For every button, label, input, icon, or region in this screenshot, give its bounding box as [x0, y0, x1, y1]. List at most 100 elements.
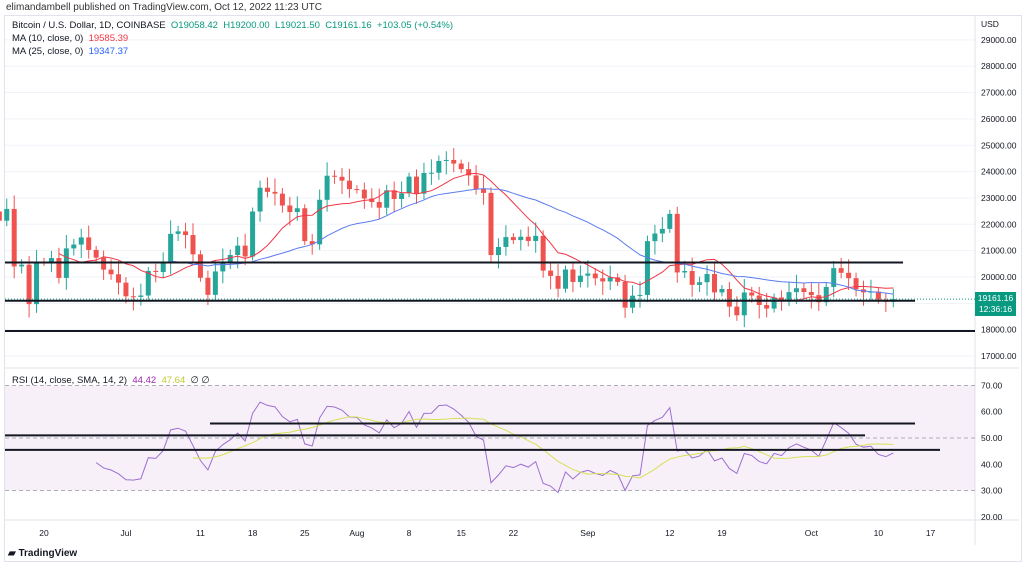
candle-body [585, 273, 591, 276]
ma10-line [58, 172, 894, 301]
candle-body [220, 262, 226, 272]
candle-body [197, 254, 203, 278]
price-tick: 22000.00 [981, 219, 1017, 229]
date-tick: Sep [580, 528, 595, 538]
candle-body [555, 275, 561, 289]
candle-body [853, 278, 859, 290]
rsi-sma-value: 47.64 [161, 375, 186, 386]
candle-body [101, 257, 107, 270]
candle-body [153, 270, 159, 272]
rsi-tick: 30.00 [981, 486, 1003, 496]
date-tick: 11 [196, 528, 205, 538]
candle-body [488, 192, 494, 255]
candle-body [875, 291, 881, 300]
candle-body [272, 191, 278, 194]
candle-body [160, 262, 166, 272]
date-tick: 17 [926, 528, 936, 538]
candle-body [749, 292, 755, 296]
candle-body [764, 305, 770, 309]
candle-body [644, 241, 650, 295]
candle-body [428, 172, 434, 174]
candle-body [503, 237, 509, 247]
ma10-legend[interactable]: MA (10, close, 0) 19585.39 [12, 33, 128, 44]
candle-body [637, 294, 643, 296]
date-tick: 8 [407, 528, 412, 538]
open-value: O19058.42 [170, 20, 218, 31]
candle-body [108, 269, 114, 275]
price-tick: 21000.00 [981, 246, 1017, 256]
price-tick: 23000.00 [981, 193, 1017, 203]
candle-body [48, 258, 54, 262]
candle-body [466, 169, 472, 176]
ma10-label: MA (10, close, 0) [12, 33, 84, 44]
candle-body [786, 292, 792, 301]
candle-body [78, 237, 84, 245]
candle-body [287, 205, 293, 213]
logo-icon: ▰ [8, 548, 19, 559]
candle-body [361, 189, 367, 199]
price-tick: 25000.00 [981, 140, 1017, 150]
date-tick: 10 [874, 528, 884, 538]
ma25-legend[interactable]: MA (25, close, 0) 19347.37 [12, 46, 128, 57]
tradingview-logo[interactable]: ▰ TradingView [8, 548, 77, 559]
published-caption: elimandambell published on TradingView.c… [6, 2, 322, 13]
price-tick: 17000.00 [981, 351, 1017, 361]
close-value: C19161.16 [325, 20, 372, 31]
candle-body [801, 288, 807, 292]
candle-body [265, 187, 270, 192]
ma25-value: 19347.37 [88, 46, 129, 57]
candle-body [451, 159, 457, 164]
candle-body [548, 270, 554, 276]
candle-body [823, 286, 829, 303]
candle-body [659, 228, 665, 234]
rsi-legend[interactable]: RSI (14, close, SMA, 14, 2) 44.42 47.64 … [12, 375, 210, 386]
candle-body [279, 193, 285, 206]
last-price: 19161.16 [977, 293, 1014, 303]
bar-countdown: 12:36:16 [978, 304, 1013, 314]
candle-body [615, 277, 621, 282]
candle-body [235, 245, 241, 255]
candle-body [175, 231, 181, 234]
candle-body [324, 175, 330, 200]
ma25-line [170, 188, 894, 295]
date-tick: 12 [665, 528, 675, 538]
candle-body [473, 175, 479, 189]
candle-body [779, 297, 785, 301]
candle-body [525, 236, 531, 241]
price-tick: 20000.00 [981, 272, 1017, 282]
candle-body [831, 268, 837, 287]
candle-body [19, 264, 25, 267]
candle-body [443, 159, 449, 161]
candle-body [0, 211, 2, 221]
price-tick: 28000.00 [981, 61, 1017, 71]
candle-body [376, 202, 382, 208]
candle-body [339, 176, 345, 181]
candle-body [719, 288, 725, 293]
candle-body [399, 193, 405, 199]
date-tick: 19 [717, 528, 727, 538]
ma10-value: 19585.39 [88, 33, 129, 44]
candle-body [734, 306, 740, 316]
candle-body [317, 199, 323, 245]
candle-body [123, 282, 129, 297]
candle-body [391, 190, 397, 199]
candle-body [540, 235, 546, 271]
candle-body [510, 237, 516, 241]
candle-body [846, 272, 852, 279]
candle-body [116, 274, 121, 283]
chart-frame [4, 15, 1022, 562]
candle-body [71, 244, 77, 249]
candle-body [592, 273, 598, 279]
candle-body [793, 288, 799, 293]
candle-body [518, 236, 524, 241]
date-tick: Oct [805, 528, 819, 538]
candle-body [421, 172, 427, 194]
rsi-extra: ∅ ∅ [190, 375, 210, 386]
candle-body [4, 208, 10, 221]
candle-body [577, 275, 583, 282]
candle-body [145, 270, 151, 296]
candle-body [168, 233, 174, 263]
candle-body [93, 249, 99, 258]
rsi-tick: 50.00 [981, 433, 1003, 443]
